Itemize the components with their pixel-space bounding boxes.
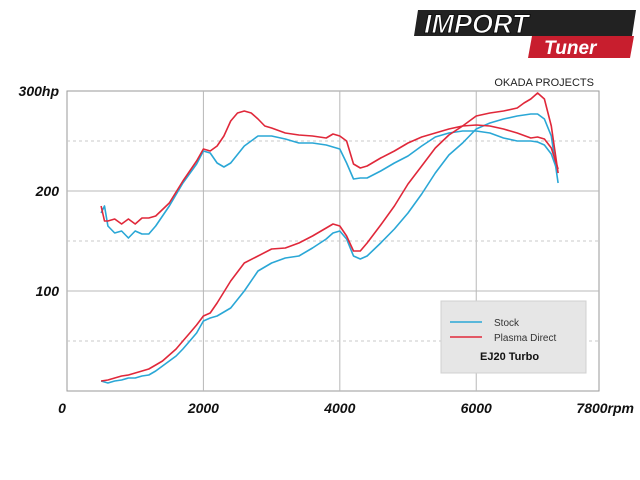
x-tick-label: 7800rpm: [576, 400, 634, 416]
axis-ticks: 100 200 300hp 0 2000 4000 6000 7800rpm: [19, 83, 634, 416]
y-tick-label: 100: [36, 283, 60, 299]
y-tick-label: 200: [35, 183, 60, 199]
plasma-direct-lower-line: [100, 92, 559, 382]
x-tick-label: 0: [58, 400, 66, 416]
logo-import-text: IMPORT: [424, 9, 531, 39]
legend-engine-title: EJ20 Turbo: [480, 351, 539, 363]
x-tick-label: 2000: [187, 400, 219, 416]
stock-upper-line: [100, 130, 559, 239]
okada-projects-note: OKADA PROJECTS: [494, 77, 594, 89]
series-group: [100, 92, 559, 384]
x-tick-label: 4000: [323, 400, 355, 416]
legend-plasma-label: Plasma Direct: [494, 333, 556, 344]
legend: Stock Plasma Direct EJ20 Turbo: [440, 300, 587, 374]
x-tick-label: 6000: [461, 400, 492, 416]
legend-stock-label: Stock: [494, 318, 520, 329]
y-tick-label: 300hp: [19, 83, 60, 99]
plasma-direct-upper-line: [100, 110, 559, 225]
logo-tuner-text: Tuner: [544, 38, 598, 59]
stock-lower-line: [100, 113, 559, 384]
import-tuner-logo: IMPORT Tuner: [414, 9, 636, 59]
